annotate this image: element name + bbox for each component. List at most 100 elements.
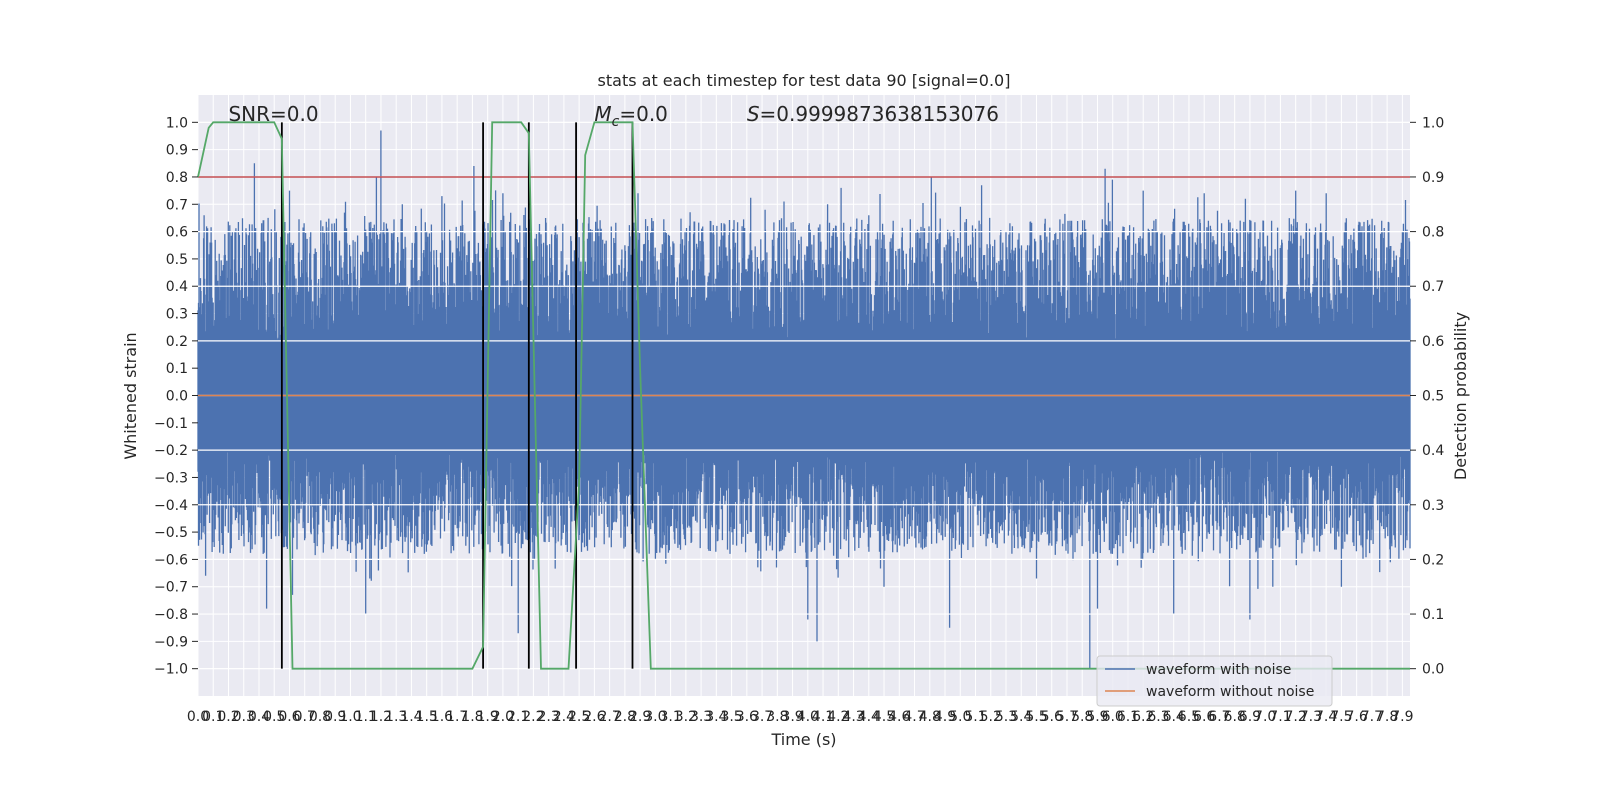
series-detection-probability xyxy=(197,121,1410,670)
annotations: SNR=0.0 Mc=0.0 S=0.9999873638153076 xyxy=(228,102,998,130)
y-tick-label: −0.8 xyxy=(154,607,188,623)
y-tick-label: −0.9 xyxy=(154,634,188,650)
x-tick-label: 4.2 xyxy=(827,709,849,725)
x-tick-label: 3.4 xyxy=(705,709,727,725)
x-tick-label: 7.6 xyxy=(1346,709,1368,725)
x-tick-label: 1.2 xyxy=(370,709,392,725)
x-tick-label: 5.8 xyxy=(1071,709,1093,725)
x-tick-label: 7.5 xyxy=(1330,709,1352,725)
x-tick-label: 4.6 xyxy=(888,709,910,725)
x-tick-label: 4.7 xyxy=(903,709,925,725)
x-tick-label: 1.5 xyxy=(416,709,438,725)
x-tick-label: 2.9 xyxy=(629,709,651,725)
x-tick-label: 6.3 xyxy=(1147,709,1169,725)
x-tick-label: 3.2 xyxy=(675,709,697,725)
x-tick-label: 0.8 xyxy=(309,709,331,725)
series-waveform-with-noise xyxy=(197,130,1411,669)
y-tick-label: −0.3 xyxy=(154,470,188,486)
probability-line xyxy=(197,121,1410,670)
x-tick-label: 4.1 xyxy=(812,709,834,725)
x-tick-label: 0.6 xyxy=(278,709,300,725)
x-tick-label: 6.8 xyxy=(1224,709,1246,725)
y-tick-label: 0.3 xyxy=(166,307,188,323)
y-tick-label: 0.6 xyxy=(166,225,188,241)
x-tick-label: 4.3 xyxy=(842,709,864,725)
x-tick-label: 6.4 xyxy=(1163,709,1185,725)
x-tick-label: 5.9 xyxy=(1086,709,1108,725)
x-tick-label: 2.1 xyxy=(507,709,529,725)
y2-tick-label: 0.1 xyxy=(1422,607,1444,623)
x-tick-label: 2.0 xyxy=(492,709,514,725)
y-tick-label: −0.4 xyxy=(154,498,188,514)
y-tick-label: 0.4 xyxy=(166,279,188,295)
x-tick-label: 3.6 xyxy=(736,709,758,725)
y2-tick-label: 0.5 xyxy=(1422,389,1444,405)
x-tick-label: 7.2 xyxy=(1285,709,1307,725)
x-tick-labels: 0.00.10.20.30.40.50.60.70.80.91.01.11.21… xyxy=(187,709,1414,725)
y-tick-label: 1.0 xyxy=(166,115,188,131)
y-tick-labels: 1.0 0.9 0.8 0.7 0.6 0.5 0.4 0.3 0.2 0.1 0.0 −0.1 −0.… xyxy=(154,115,198,678)
x-tick-label: 7.8 xyxy=(1376,709,1398,725)
y-tick-label: 0.7 xyxy=(166,197,188,213)
x-tick-label: 0.4 xyxy=(248,709,270,725)
x-tick-label: 5.6 xyxy=(1041,709,1063,725)
x-tick-label: 2.7 xyxy=(598,709,620,725)
x-tick-label: 1.8 xyxy=(461,709,483,725)
x-tick-label: 1.3 xyxy=(385,709,407,725)
y-tick-label: −0.2 xyxy=(154,443,188,459)
x-tick-label: 6.9 xyxy=(1239,709,1261,725)
x-tick-label: 7.7 xyxy=(1361,709,1383,725)
x-tick-label: 0.1 xyxy=(202,709,224,725)
x-tick-label: 7.1 xyxy=(1269,709,1291,725)
x-tick-label: 4.4 xyxy=(858,709,880,725)
y2-tick-label: 0.9 xyxy=(1422,170,1444,186)
x-tick-label: 5.7 xyxy=(1056,709,1078,725)
y-tick-label: 0.0 xyxy=(166,389,188,405)
x-tick-label: 2.4 xyxy=(553,709,575,725)
y2-tick-label: 0.4 xyxy=(1422,443,1444,459)
x-tick-label: 4.0 xyxy=(797,709,819,725)
x-tick-label: 5.0 xyxy=(949,709,971,725)
x-tick-label: 1.1 xyxy=(355,709,377,725)
x-tick-label: 6.6 xyxy=(1193,709,1215,725)
y2-tick-label: 0.2 xyxy=(1422,552,1444,568)
y2-tick-label: 0.0 xyxy=(1422,662,1444,678)
y-tick-label: 0.8 xyxy=(166,170,188,186)
y2-axis-label: Detection probability xyxy=(1451,312,1470,480)
x-tick-label: 2.6 xyxy=(583,709,605,725)
x-tick-label: 4.9 xyxy=(934,709,956,725)
x-tick-label: 3.5 xyxy=(720,709,742,725)
y2-tick-label: 1.0 xyxy=(1422,115,1444,131)
x-tick-label: 5.2 xyxy=(980,709,1002,725)
y-tick-label: 0.1 xyxy=(166,361,188,377)
y-tick-label: 0.2 xyxy=(166,334,188,350)
x-tick-label: 3.0 xyxy=(644,709,666,725)
noise-trace xyxy=(197,130,1411,669)
x-tick-label: 0.7 xyxy=(294,709,316,725)
annotation-label: SNR=0.0 xyxy=(228,102,318,126)
x-tick-label: 5.1 xyxy=(964,709,986,725)
x-tick-label: 1.0 xyxy=(339,709,361,725)
x-tick-label: 7.4 xyxy=(1315,709,1337,725)
y-tick-label: −0.6 xyxy=(154,552,188,568)
y2-tick-label: 0.6 xyxy=(1422,334,1444,350)
y-tick-label: −1.0 xyxy=(154,662,188,678)
x-tick-label: 6.7 xyxy=(1208,709,1230,725)
x-tick-label: 4.8 xyxy=(919,709,941,725)
x-tick-label: 0.5 xyxy=(263,709,285,725)
x-tick-label: 4.5 xyxy=(873,709,895,725)
y-tick-label: −0.1 xyxy=(154,416,188,432)
x-tick-label: 0.9 xyxy=(324,709,346,725)
y-tick-label: 0.9 xyxy=(166,143,188,159)
x-axis-label: Time (s) xyxy=(770,730,836,749)
legend: waveform with noise waveform without noi… xyxy=(1096,655,1333,707)
y-tick-label: −0.5 xyxy=(154,525,188,541)
x-tick-label: 2.3 xyxy=(538,709,560,725)
annotation-label: Mc=0.0 xyxy=(594,102,668,130)
x-tick-label: 1.7 xyxy=(446,709,468,725)
y-tick-label: 0.5 xyxy=(166,252,188,268)
y2-tick-label: 0.8 xyxy=(1422,225,1444,241)
x-tick-label: 3.8 xyxy=(766,709,788,725)
x-tick-label: 6.2 xyxy=(1132,709,1154,725)
